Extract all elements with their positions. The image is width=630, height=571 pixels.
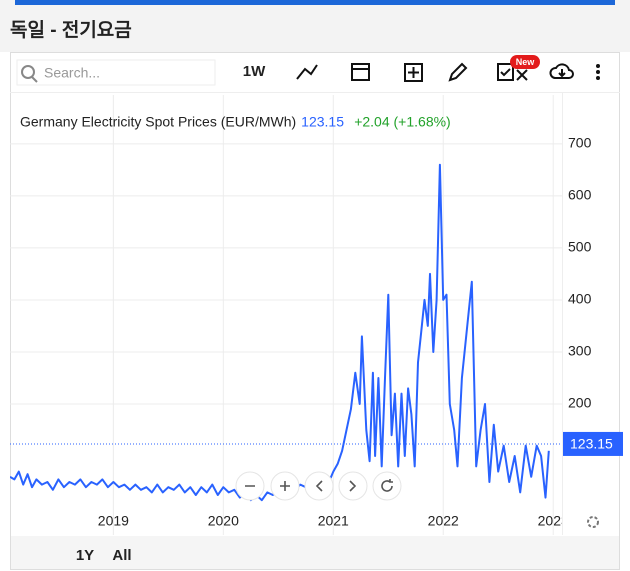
search-icon xyxy=(21,65,35,79)
top-bar xyxy=(15,0,615,5)
range-button[interactable]: 1Y xyxy=(76,547,94,564)
compare-button[interactable] xyxy=(497,63,514,81)
y-tick-label: 500 xyxy=(568,239,592,255)
calendar-button[interactable] xyxy=(351,63,370,81)
price-change: +2.04 (+1.68%) xyxy=(354,114,451,130)
y-tick-label: 600 xyxy=(568,187,592,203)
add-button[interactable] xyxy=(404,63,423,82)
price-tag xyxy=(563,431,623,456)
header-bg xyxy=(0,0,630,52)
last-price: 123.15 xyxy=(301,114,344,130)
download-button[interactable] xyxy=(549,63,574,79)
search-placeholder[interactable]: Search... xyxy=(44,65,100,81)
search-box[interactable] xyxy=(16,59,216,86)
more-button xyxy=(596,70,600,74)
scroll-left-button[interactable] xyxy=(304,471,334,501)
scroll-right-button[interactable] xyxy=(338,471,368,501)
chart-title: Germany Electricity Spot Prices (EUR/MWh… xyxy=(20,114,296,130)
search-icon xyxy=(31,76,38,83)
bottom-bar xyxy=(11,536,619,569)
chart-type-button[interactable] xyxy=(296,64,318,80)
reset-button[interactable] xyxy=(372,471,402,501)
y-tick-label: 300 xyxy=(568,343,592,359)
more-button xyxy=(596,76,600,80)
price-tag-label: 123.15 xyxy=(570,436,613,452)
y-tick-label: 700 xyxy=(568,135,592,151)
x-axis: 2019 2020 2021 2022 2023 xyxy=(98,513,569,529)
y-tick-label: 400 xyxy=(568,291,592,307)
range-button[interactable]: All xyxy=(112,547,131,564)
new-badge xyxy=(510,55,540,69)
compare-button xyxy=(500,68,528,81)
x-tick-label: 2020 xyxy=(208,513,239,529)
new-badge-text: New xyxy=(516,57,536,67)
x-tick-label: 2019 xyxy=(98,513,129,529)
plot xyxy=(10,95,562,535)
interval-button[interactable]: 1W xyxy=(243,63,266,80)
x-tick-label: 2022 xyxy=(428,513,459,529)
add-button xyxy=(408,67,419,78)
more-button[interactable] xyxy=(596,64,600,68)
x-tick-label: 2021 xyxy=(318,513,349,529)
y-tick-label: 200 xyxy=(568,395,592,411)
settings-button[interactable] xyxy=(587,516,599,528)
nav-icons xyxy=(245,479,393,492)
draw-button[interactable] xyxy=(448,62,468,82)
page-title: 독일 - 전기요금 xyxy=(10,19,132,41)
overlay: 200 300 400 500 600 700 123.15 xyxy=(10,135,623,456)
x-tick-label: 2023 xyxy=(538,513,569,529)
